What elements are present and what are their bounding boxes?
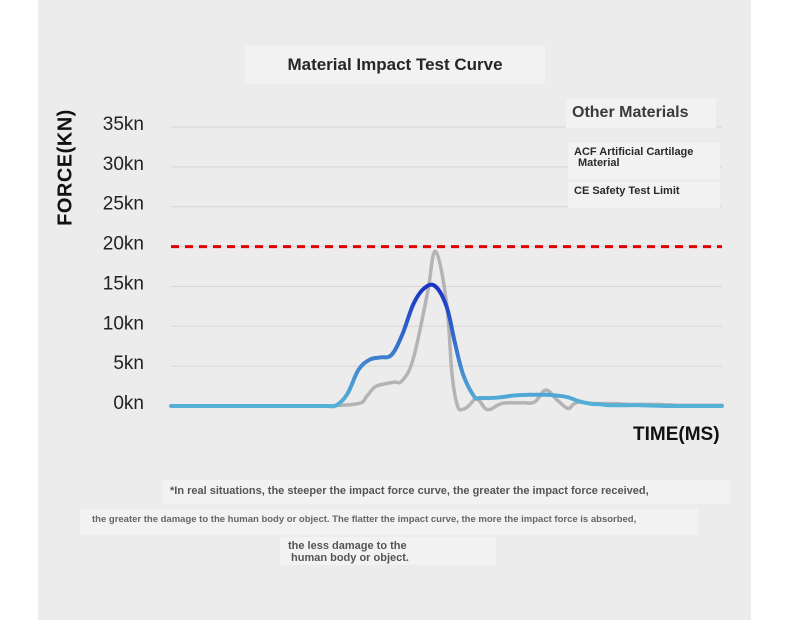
series-lines bbox=[169, 249, 724, 412]
legend-acf-line1: ACF Artificial Cartilage bbox=[574, 146, 694, 158]
series-other-materials-line bbox=[169, 249, 724, 412]
x-axis-label: TIME(MS) bbox=[633, 424, 720, 445]
y-tick-label: 15kn bbox=[103, 273, 144, 294]
y-tick-label: 30kn bbox=[103, 154, 144, 175]
legend-ce-limit: CE Safety Test Limit bbox=[568, 182, 720, 208]
series-acf-line bbox=[169, 282, 724, 409]
footnote-line-3a: the less damage to the bbox=[288, 540, 407, 552]
y-tick-label: 20kn bbox=[103, 234, 144, 255]
y-tick-labels: 0kn 5kn 10kn 15kn 20kn 25kn 30kn 35kn bbox=[103, 114, 144, 414]
y-tick-label: 25kn bbox=[103, 194, 144, 215]
y-tick-label: 5kn bbox=[113, 353, 144, 374]
footnote-line-3b: human body or object. bbox=[291, 552, 409, 564]
legend-acf-line2: Material bbox=[578, 157, 620, 169]
footnote-line-3: the less damage to the human body or obj… bbox=[280, 537, 496, 565]
footnote-line-2: the greater the damage to the human body… bbox=[80, 509, 698, 535]
y-tick-label: 0kn bbox=[113, 393, 144, 414]
y-tick-label: 10kn bbox=[103, 313, 144, 334]
chart-title: Material Impact Test Curve bbox=[245, 46, 545, 84]
footnote-line-1: *In real situations, the steeper the imp… bbox=[162, 480, 730, 504]
legend-other-materials: Other Materials bbox=[566, 98, 716, 128]
legend-acf: ACF Artificial Cartilage Material bbox=[568, 143, 720, 179]
y-tick-label: 35kn bbox=[103, 114, 144, 135]
